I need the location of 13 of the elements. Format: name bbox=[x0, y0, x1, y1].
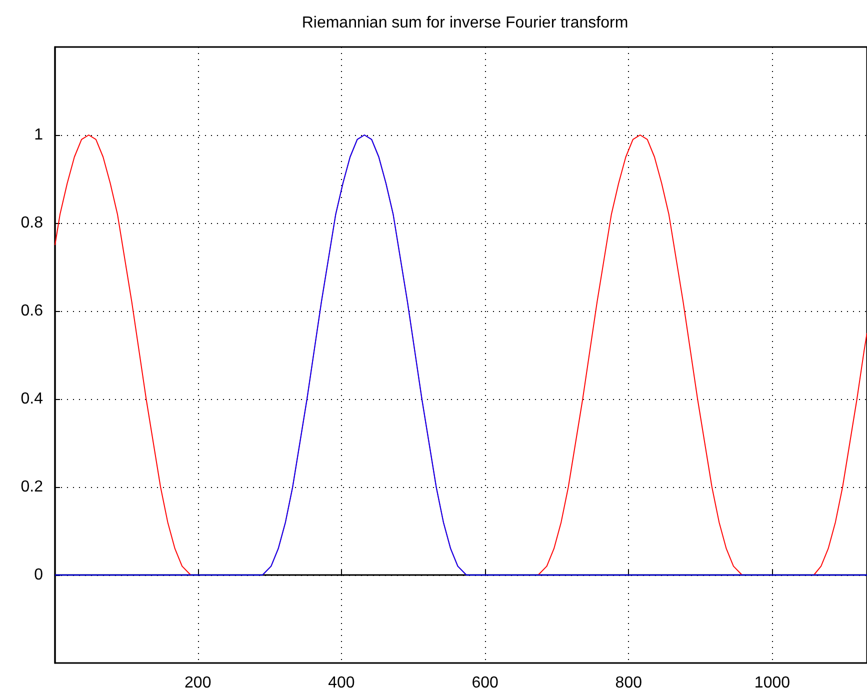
x-tick-label: 600 bbox=[472, 674, 498, 692]
y-tick-label: 0.8 bbox=[20, 214, 44, 232]
y-tick-label: 0.2 bbox=[20, 478, 44, 496]
y-tick-label: 0.6 bbox=[20, 302, 44, 320]
x-tick-label: 1000 bbox=[754, 674, 790, 692]
line-series bbox=[54, 134, 867, 576]
y-tick-label: 0 bbox=[34, 566, 44, 584]
y-tick-label: 0.4 bbox=[20, 390, 44, 408]
x-tick-label: 400 bbox=[328, 674, 355, 692]
x-tick-label: 200 bbox=[184, 674, 212, 692]
y-tick-label: 1 bbox=[34, 126, 44, 144]
x-tick-label: 800 bbox=[615, 674, 642, 692]
chart-title: Riemannian sum for inverse Fourier transform bbox=[302, 14, 628, 32]
